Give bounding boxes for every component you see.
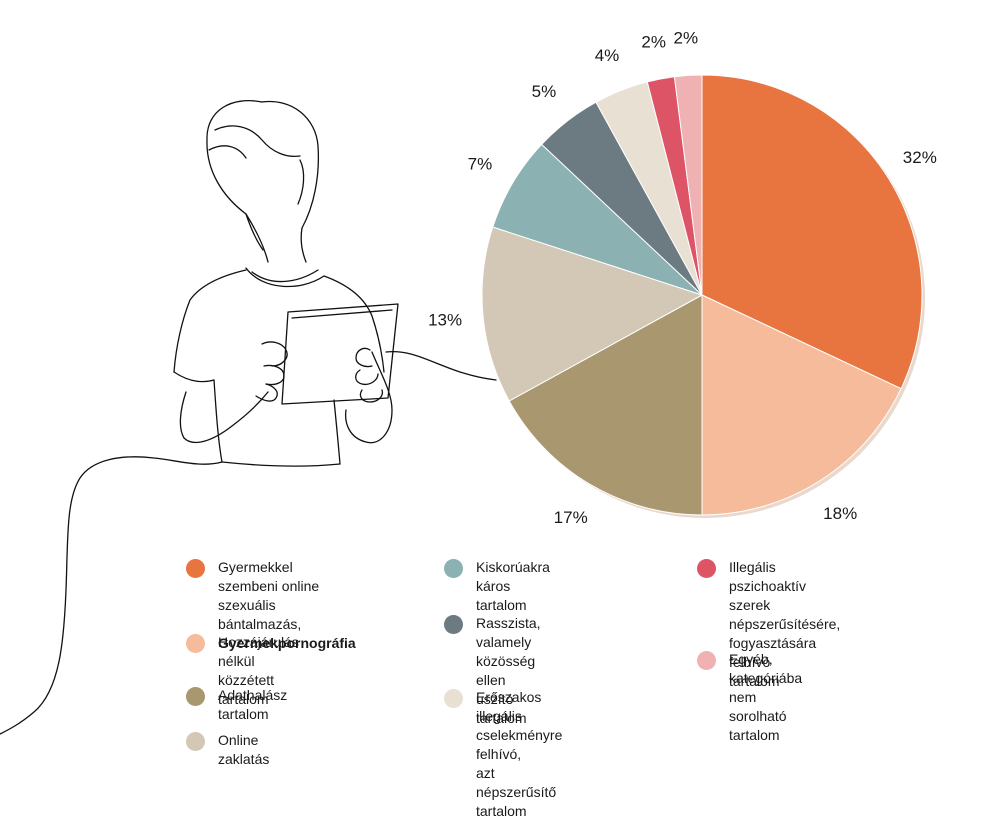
legend-label-lead: Gyermekkel szembeni online szexuális bán… [218, 559, 320, 632]
legend-swatch [444, 689, 463, 708]
legend-item-egyeb: Egyéb, kategóriába nem sorolható tartalo… [697, 650, 802, 745]
legend-label: Illegális pszichoaktív szerek népszerűsí… [729, 559, 841, 689]
pie-labels: 32% 18% 17% 13% 7% 5% 4% 2% 2% [428, 29, 937, 528]
pie-slice-label-6: 5% [532, 82, 557, 101]
legend-swatch [697, 651, 716, 670]
pie-slice-label-4: 13% [428, 310, 462, 329]
legend-label: Egyéb, kategóriába nem sorolható tartalo… [729, 651, 803, 743]
legend-label-bold: Gyermekpornográfia [218, 635, 356, 651]
pie-slice-label-7: 4% [595, 46, 620, 65]
legend-item-kiskoruakra: Kiskorúakra káros tartalom [444, 558, 550, 615]
legend-item-gyermek: Gyermekkel szembeni online szexuális bán… [186, 558, 356, 653]
child-with-tablet-illustration [0, 100, 497, 735]
pie-slice-label-8: 2% [641, 33, 666, 52]
legend-label: Kiskorúakra káros tartalom [476, 559, 550, 613]
pie-slice-4 [481, 226, 704, 402]
pie-slice-3 [508, 294, 703, 516]
legend-swatch [186, 687, 205, 706]
pie-chart-figure: 32% 18% 17% 13% 7% 5% 4% 2% 2% [0, 29, 937, 735]
pie-slice-1 [701, 74, 923, 390]
pie-slice-label-3: 17% [554, 508, 588, 527]
legend-swatch [697, 559, 716, 578]
legend-item-adathalasz: Adathalász tartalom [186, 686, 287, 724]
legend-item-online-zaklatas: Online zaklatás [186, 731, 269, 769]
legend-label: Adathalász tartalom [218, 687, 288, 722]
legend-label: Rasszista, valamely közösség ellen uszít… [476, 615, 541, 726]
pie-slice-9 [673, 74, 703, 296]
pie-slice-label-2: 18% [823, 504, 857, 523]
legend-label: Hozzájárulás nélkül közzétett tartalom [218, 634, 299, 707]
legend-item-eroszakos: Erőszakos illegális cselekményre felhívó… [444, 688, 562, 821]
legend-swatch [186, 559, 205, 578]
legend-swatch [186, 732, 205, 751]
legend-label: Erőszakos illegális cselekményre felhívó… [476, 689, 563, 819]
legend-item-hozzajarulas: Hozzájárulás nélkül közzétett tartalom [186, 633, 299, 709]
legend-swatch [444, 559, 463, 578]
legend-label: Gyermekkel szembeni online szexuális bán… [218, 558, 356, 653]
pie-slice-label-5: 7% [468, 155, 493, 174]
legend-item-rasszista: Rasszista, valamely közösség ellen uszít… [444, 614, 541, 728]
pie-slice-2 [701, 294, 902, 516]
legend-item-illegalis: Illegális pszichoaktív szerek népszerűsí… [697, 558, 840, 691]
pie-slice-label-9: 2% [674, 29, 699, 48]
pie-layer [481, 74, 925, 518]
legend-label: Online zaklatás [218, 732, 270, 767]
legend-swatch [186, 634, 205, 653]
pie-slice-label-1: 32% [903, 148, 937, 167]
legend-swatch [444, 615, 463, 634]
